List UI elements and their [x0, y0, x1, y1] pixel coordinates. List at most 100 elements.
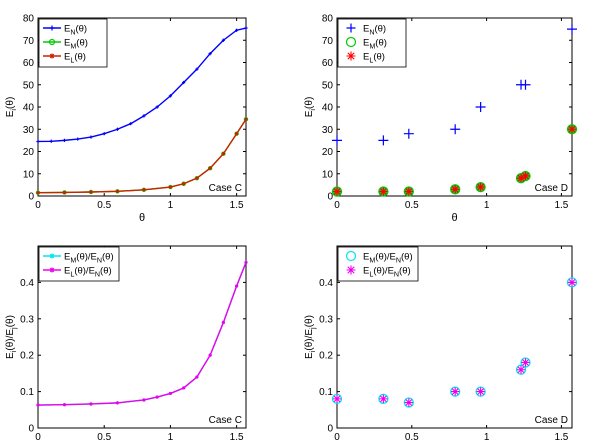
- data-point: [129, 122, 133, 126]
- data-point: [142, 114, 146, 118]
- y-tick-label: 0.2: [20, 351, 34, 362]
- y-tick-label: 40: [322, 103, 334, 114]
- series-2: [36, 117, 248, 195]
- legend-label: EL(θ)/EN(θ): [64, 266, 112, 279]
- data-point: [89, 402, 93, 406]
- legend-label: EM(θ): [64, 38, 88, 51]
- data-point: [208, 52, 212, 56]
- x-axis-label: θ: [139, 212, 145, 224]
- legend-box: [38, 246, 120, 282]
- legend-label: EL(θ): [363, 52, 385, 65]
- data-point: [195, 375, 199, 379]
- y-tick-label: 0: [327, 192, 333, 203]
- data-point: [142, 188, 146, 192]
- data-point: [515, 364, 527, 375]
- x-tick-label: 0: [334, 432, 340, 442]
- data-point: [378, 393, 389, 405]
- legend-marker: [346, 265, 356, 275]
- data-point: [36, 139, 40, 144]
- chart-panel-case-d-ratio: 00.511.500.10.20.30.4θEi(θ)/Ej(θ)EM(θ)/E…: [304, 245, 578, 442]
- data-point: [450, 386, 461, 397]
- y-tick-label: 0.1: [20, 387, 34, 398]
- data-point: [62, 138, 67, 142]
- legend-marker: [49, 253, 55, 259]
- legend-box: [38, 18, 108, 68]
- data-point: [221, 320, 225, 325]
- legend-label: EN(θ): [363, 24, 386, 37]
- x-tick-label: 1.5: [554, 432, 568, 442]
- legend-box: [337, 246, 419, 282]
- legend-marker: [345, 250, 357, 262]
- x-tick-label: 1.5: [554, 200, 568, 211]
- y-axis-label: Ei(θ)/Ej(θ): [304, 315, 317, 359]
- series-1: [36, 260, 248, 407]
- data-point: [403, 397, 414, 408]
- data-point: [404, 187, 414, 196]
- data-point: [332, 135, 342, 146]
- data-point: [62, 403, 67, 407]
- y-tick-label: 70: [322, 36, 334, 47]
- data-point: [567, 278, 577, 287]
- data-point: [62, 190, 67, 195]
- legend-label: EL(θ): [64, 52, 86, 65]
- data-point: [142, 398, 146, 402]
- data-point: [521, 171, 530, 181]
- data-point: [195, 67, 199, 71]
- data-point: [168, 391, 173, 396]
- chart-panel-case-c-energy: 0 0.5 1 1.5 0 10 20 30 40 50 60 70 80 θ Ei(θ) EN(θ)EM(θ…: [5, 14, 249, 224]
- data-point: [567, 125, 577, 134]
- data-point: [182, 386, 186, 390]
- data-point: [450, 185, 460, 194]
- series-1: [332, 278, 577, 407]
- y-tick-label: 0.3: [20, 314, 34, 325]
- y-axis-label: Ei(θ): [5, 97, 18, 118]
- y-tick-label: 20: [23, 147, 35, 158]
- y-tick-label: 60: [23, 58, 35, 69]
- x-tick-label: 0.5: [405, 432, 419, 442]
- data-point: [331, 393, 343, 405]
- data-point: [115, 401, 120, 405]
- legend: EM(θ)/EN(θ)EL(θ)/EN(θ): [337, 246, 419, 282]
- data-point: [208, 166, 212, 170]
- data-point: [221, 152, 225, 156]
- data-point: [182, 182, 186, 186]
- data-point: [221, 38, 225, 42]
- data-point: [235, 28, 239, 32]
- legend-marker: [49, 53, 55, 59]
- legend: EM(θ)/EN(θ)EL(θ)/EN(θ): [38, 246, 120, 282]
- data-point: [332, 394, 342, 404]
- x-tick-label: 0.5: [97, 432, 111, 442]
- data-point: [516, 174, 526, 183]
- data-point: [168, 185, 173, 189]
- x-axis-label: θ: [451, 212, 457, 224]
- data-point: [102, 132, 106, 136]
- y-tick-label: 50: [23, 80, 35, 91]
- legend-marker: [48, 38, 56, 46]
- y-tick-label: 0.4: [319, 278, 333, 289]
- x-tick-label: 1.5: [230, 432, 244, 442]
- data-point: [49, 139, 53, 143]
- data-point: [450, 124, 461, 135]
- data-point: [36, 191, 40, 195]
- data-point: [475, 102, 486, 112]
- y-tick-label: 40: [23, 103, 35, 114]
- data-point: [404, 398, 414, 407]
- legend-marker: [346, 51, 356, 61]
- data-point: [89, 135, 93, 139]
- y-tick-label: 60: [322, 58, 334, 69]
- data-point: [235, 284, 239, 288]
- data-point: [332, 187, 342, 196]
- y-axis-label: Ei(θ): [304, 97, 317, 118]
- y-tick-label: 0.1: [319, 387, 333, 398]
- data-point: [115, 189, 120, 193]
- legend-label: EL(θ)/EN(θ): [363, 266, 411, 279]
- x-tick-label: 1: [484, 432, 490, 442]
- legend-marker: [49, 267, 55, 273]
- data-point: [155, 105, 159, 109]
- y-tick-label: 20: [322, 147, 334, 158]
- data-point: [168, 94, 173, 98]
- data-point: [115, 127, 120, 131]
- data-point: [516, 365, 526, 374]
- x-tick-label: 0.5: [97, 200, 111, 211]
